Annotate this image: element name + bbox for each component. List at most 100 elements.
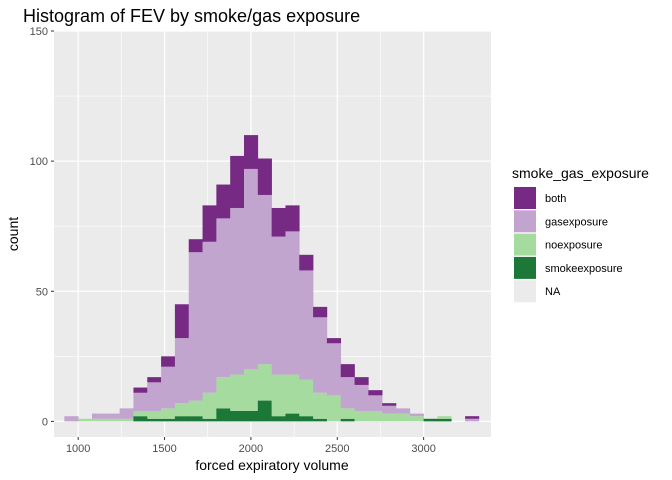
bar-smokeexposure xyxy=(299,416,314,422)
bar-both xyxy=(244,135,259,169)
bar-gasexposure xyxy=(244,168,259,370)
bar-both xyxy=(257,158,272,195)
bar-noexposure xyxy=(271,374,286,417)
bar-gasexposure xyxy=(340,377,355,409)
legend-label-both: both xyxy=(545,193,566,205)
x-tick-label: 3000 xyxy=(411,443,435,455)
legend-label-smokeexposure: smokeexposure xyxy=(545,263,623,275)
bar-noexposure xyxy=(133,410,148,417)
x-tick-label: 1500 xyxy=(152,443,176,455)
bar-both xyxy=(313,306,328,318)
legend: smoke_gas_exposure both gasexposure noexpo… xyxy=(512,165,649,303)
legend-label-gasexposure: gasexposure xyxy=(545,216,608,228)
bar-noexposure xyxy=(313,392,328,419)
legend-label-NA: NA xyxy=(545,286,561,298)
bar-both xyxy=(340,364,355,378)
x-tick-label: 2000 xyxy=(239,443,263,455)
x-tick-label: 1000 xyxy=(66,443,90,455)
bar-noexposure xyxy=(188,400,203,417)
bar-noexposure xyxy=(299,379,314,417)
legend-swatch-noexposure xyxy=(514,233,536,256)
bar-smokeexposure xyxy=(244,410,259,422)
bar-noexposure xyxy=(368,410,383,422)
bar-smokeexposure xyxy=(313,418,328,422)
legend-swatch-gasexposure xyxy=(514,210,536,233)
bar-both xyxy=(368,390,383,396)
bar-gasexposure xyxy=(64,416,79,422)
bar-noexposure xyxy=(396,413,411,422)
legend-swatch-smokeexposure xyxy=(514,256,536,279)
bar-noexposure xyxy=(257,364,272,401)
bar-smokeexposure xyxy=(271,416,286,422)
bar-smokeexposure xyxy=(257,400,272,422)
histogram-bars xyxy=(64,135,480,422)
bar-gasexposure xyxy=(133,392,148,411)
bar-gasexposure xyxy=(326,343,342,396)
bar-noexposure xyxy=(230,374,245,411)
bar-smokeexposure xyxy=(202,418,217,422)
bar-smokeexposure xyxy=(340,418,355,422)
bar-gasexposure xyxy=(257,194,272,365)
bar-gasexposure xyxy=(271,236,286,375)
bar-both xyxy=(174,304,190,339)
x-axis-title: forced expiratory volume xyxy=(195,457,349,473)
bar-noexposure xyxy=(147,410,162,419)
bar-gasexposure xyxy=(368,395,383,411)
y-tick-label: 100 xyxy=(30,156,48,168)
bar-gasexposure xyxy=(230,207,245,375)
y-axis: 0 50 100 150 xyxy=(30,26,54,428)
bar-noexposure xyxy=(285,374,300,414)
bar-noexposure xyxy=(202,392,217,419)
bar-smokeexposure xyxy=(147,418,162,422)
legend-swatch-NA xyxy=(514,280,536,303)
bar-noexposure xyxy=(216,377,231,409)
bar-noexposure xyxy=(161,408,176,419)
bar-gasexposure xyxy=(313,317,328,393)
bar-noexposure xyxy=(382,413,397,422)
bar-noexposure xyxy=(119,418,134,422)
legend-swatch-both xyxy=(514,187,536,209)
bar-gasexposure xyxy=(354,384,369,411)
bar-gasexposure xyxy=(285,231,300,375)
bar-gasexposure xyxy=(147,382,162,411)
bar-gasexposure xyxy=(396,408,411,414)
y-tick-label: 50 xyxy=(36,286,48,298)
bar-smokeexposure xyxy=(437,418,452,422)
bar-gasexposure xyxy=(382,405,397,414)
chart-title: Histogram of FEV by smoke/gas exposure xyxy=(23,6,360,26)
bar-noexposure xyxy=(326,395,342,422)
bar-noexposure xyxy=(340,408,355,419)
bar-both xyxy=(354,377,369,385)
x-tick-label: 2500 xyxy=(325,443,349,455)
bar-noexposure xyxy=(174,403,190,417)
bar-both xyxy=(161,356,176,367)
bar-both xyxy=(216,184,231,219)
bar-gasexposure xyxy=(119,408,134,419)
bar-both xyxy=(382,403,397,406)
bar-gasexposure xyxy=(92,413,107,419)
bar-gasexposure xyxy=(216,218,231,378)
bar-smokeexposure xyxy=(423,418,438,422)
bar-gasexposure xyxy=(409,413,424,417)
bar-gasexposure xyxy=(188,252,203,401)
bar-smokeexposure xyxy=(285,413,300,422)
bar-gasexposure xyxy=(299,270,314,380)
bar-both xyxy=(326,338,342,344)
bar-gasexposure xyxy=(161,366,176,409)
bar-both xyxy=(202,205,217,242)
bar-both xyxy=(271,207,286,237)
bar-smokeexposure xyxy=(133,416,148,422)
bar-gasexposure xyxy=(465,418,480,422)
y-tick-label: 0 xyxy=(42,416,48,428)
bar-noexposure xyxy=(437,416,452,419)
bar-both xyxy=(299,254,314,271)
bar-both xyxy=(188,239,203,253)
bar-smokeexposure xyxy=(161,418,176,422)
bar-gasexposure xyxy=(174,338,190,404)
bar-both xyxy=(147,377,162,383)
bar-noexposure xyxy=(92,418,107,422)
bar-smokeexposure xyxy=(216,408,231,422)
legend-label-noexposure: noexposure xyxy=(545,240,603,252)
bar-noexposure xyxy=(105,418,120,422)
bar-noexposure xyxy=(244,369,259,411)
